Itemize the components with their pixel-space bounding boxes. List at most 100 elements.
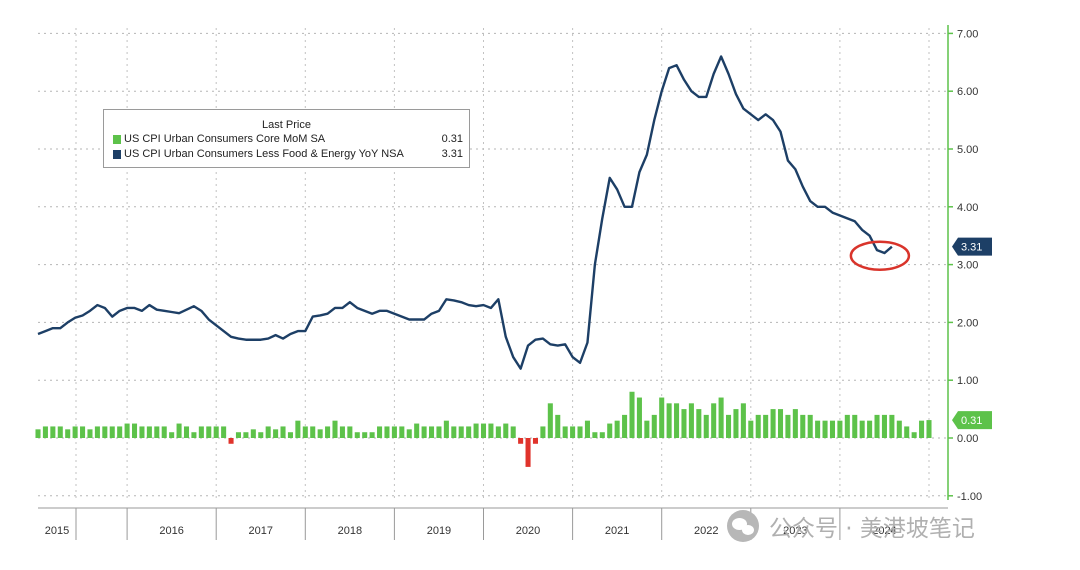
mom-bar [837, 420, 843, 438]
mom-bar [347, 426, 353, 438]
legend-title: Last Price [262, 119, 311, 131]
mom-bar [443, 420, 449, 438]
mom-bar [466, 426, 472, 438]
x-tick-label: 2016 [159, 525, 183, 537]
mom-bar [421, 426, 427, 438]
mom-bar [50, 426, 56, 438]
mom-bar [807, 414, 813, 438]
mom-bar [926, 420, 932, 438]
mom-bar [280, 426, 286, 438]
mom-bar [109, 426, 115, 438]
legend-swatch-yoy [113, 150, 121, 159]
mom-bar [592, 432, 598, 438]
mom-bar [480, 423, 487, 438]
mom-bar [139, 426, 145, 438]
mom-bar [696, 409, 702, 438]
mom-bar [510, 426, 516, 438]
mom-bar [102, 426, 108, 438]
mom-bar [555, 414, 561, 438]
legend: Last Price US CPI Urban Consumers Core M… [103, 109, 470, 168]
mom-bar [235, 432, 241, 438]
legend-swatch-mom [113, 135, 121, 144]
yoy-line-series [37, 55, 893, 370]
mom-bar [659, 397, 665, 438]
mom-bar [332, 420, 338, 438]
y-tick-label: 1.00 [957, 375, 978, 387]
mom-bar [577, 426, 583, 438]
mom-bar [406, 429, 412, 438]
watermark: 公众号 · 美港坡笔记 [727, 508, 1047, 544]
mom-bar [429, 426, 435, 438]
mom-bar [629, 391, 635, 438]
mom-bar [718, 397, 724, 438]
mom-bar [354, 432, 360, 438]
mom-bar [473, 423, 479, 438]
mom-bar [339, 426, 345, 438]
legend-value-yoy: 3.31 [441, 148, 463, 160]
mom-tag-text: 0.31 [961, 415, 982, 427]
mom-bar [874, 414, 880, 438]
x-tick-label: 2020 [516, 525, 540, 537]
mom-bar [651, 414, 657, 438]
mom-bar [287, 432, 293, 438]
mom-bar [540, 426, 546, 438]
x-tick-label: 2022 [694, 525, 718, 537]
mom-bar [87, 429, 93, 438]
x-tick-label: 2018 [338, 525, 362, 537]
mom-bar [636, 397, 642, 438]
mom-bar [243, 432, 249, 438]
mom-bar [503, 423, 509, 438]
mom-bar [176, 423, 182, 438]
mom-bar [273, 429, 279, 438]
x-axis: 2015 2016 2017 2018 2019 2020 2021 2022 2023 2024 [38, 507, 948, 540]
y-tick-label: 4.00 [957, 202, 978, 214]
mom-bar [688, 403, 694, 438]
yoy-tag-shape [952, 237, 992, 256]
mom-bar [206, 426, 212, 438]
mom-bar [748, 420, 754, 438]
mom-bar [532, 438, 538, 444]
mom-bar [777, 409, 784, 438]
mom-bar [495, 426, 501, 438]
mom-bar [458, 426, 464, 438]
watermark-text: 公众号 · 美港坡笔记 [769, 516, 975, 542]
mom-bar [525, 438, 531, 467]
mom-bar [488, 423, 494, 438]
mom-bar [377, 426, 383, 438]
mom-bar [132, 423, 138, 438]
mom-bar [228, 438, 234, 444]
mom-bar [250, 429, 256, 438]
mom-bar [302, 426, 308, 438]
mom-bar [317, 429, 323, 438]
mom-bar [154, 426, 160, 438]
mom-bar [904, 426, 910, 438]
mom-bar [867, 420, 873, 438]
legend-label-yoy: US CPI Urban Consumers Less Food & Energ… [124, 148, 404, 160]
y-tick-label: -1.00 [957, 491, 982, 503]
legend-value-mom: 0.31 [441, 133, 463, 145]
mom-bar [169, 432, 175, 438]
mom-bar [703, 414, 709, 438]
mom-bar [117, 426, 123, 438]
mom-bar [436, 426, 442, 438]
mom-bar [198, 426, 204, 438]
mom-bar [369, 432, 375, 438]
mom-bar [644, 420, 650, 438]
mom-bar [265, 426, 271, 438]
x-tick-label: 2023 [783, 525, 807, 537]
mom-bar [919, 420, 925, 438]
highlight-circle [849, 240, 911, 271]
mom-bar [755, 414, 761, 438]
mom-bar [362, 432, 368, 438]
mom-bar [733, 409, 739, 438]
mom-bar [584, 420, 590, 438]
y-tick-label: 5.00 [957, 144, 978, 156]
legend-item-mom: US CPI Urban Consumers Core MoM SA 0.31 [104, 132, 469, 147]
mom-bar [325, 426, 331, 438]
mom-bar [191, 432, 197, 438]
mom-bar [889, 414, 895, 438]
mom-bar [94, 426, 100, 438]
x-tick-label: 2019 [427, 525, 451, 537]
mom-bar [310, 426, 316, 438]
y-tick-label: 7.00 [957, 28, 978, 40]
